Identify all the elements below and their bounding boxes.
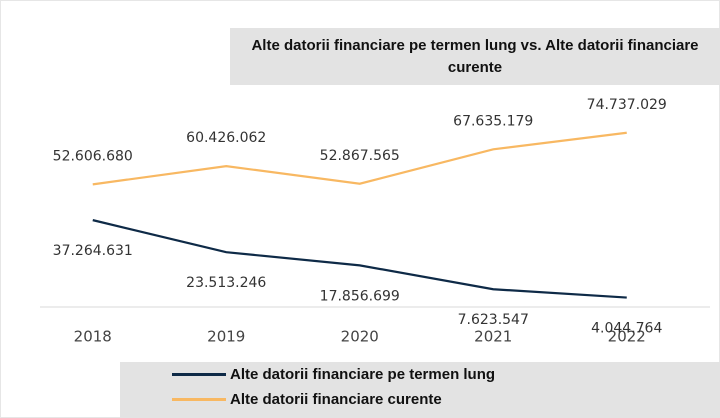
legend-label: Alte datorii financiare pe termen lung xyxy=(230,366,496,383)
data-label: 52.606.680 xyxy=(53,148,133,164)
data-label: 60.426.062 xyxy=(186,130,266,146)
legend: Alte datorii financiare pe termen lung Al… xyxy=(120,362,720,418)
data-label: 7.623.547 xyxy=(458,312,529,328)
x-tick-label: 2019 xyxy=(207,328,245,346)
x-tick-label: 2018 xyxy=(74,328,112,346)
line xyxy=(92,131,627,186)
legend-swatch xyxy=(172,398,226,401)
data-label: 52.867.565 xyxy=(320,148,400,164)
data-label: 17.856.699 xyxy=(320,288,400,304)
x-tick-label: 2021 xyxy=(474,328,512,346)
x-tick-label: 2022 xyxy=(608,328,646,346)
legend-label: Alte datorii financiare curente xyxy=(230,391,442,408)
legend-swatch xyxy=(172,373,226,376)
line xyxy=(92,219,627,299)
legend-item: Alte datorii financiare curente xyxy=(172,391,442,408)
data-label: 37.264.631 xyxy=(53,243,133,259)
chart-title: Alte datorii financiare pe termen lung v… xyxy=(230,28,720,85)
data-label: 4.044.764 xyxy=(591,321,662,337)
legend-item: Alte datorii financiare pe termen lung xyxy=(172,366,495,383)
x-tick-label: 2020 xyxy=(341,328,379,346)
data-label: 67.635.179 xyxy=(453,113,533,129)
data-label: 23.513.246 xyxy=(186,275,266,291)
data-label: 74.737.029 xyxy=(587,97,667,113)
